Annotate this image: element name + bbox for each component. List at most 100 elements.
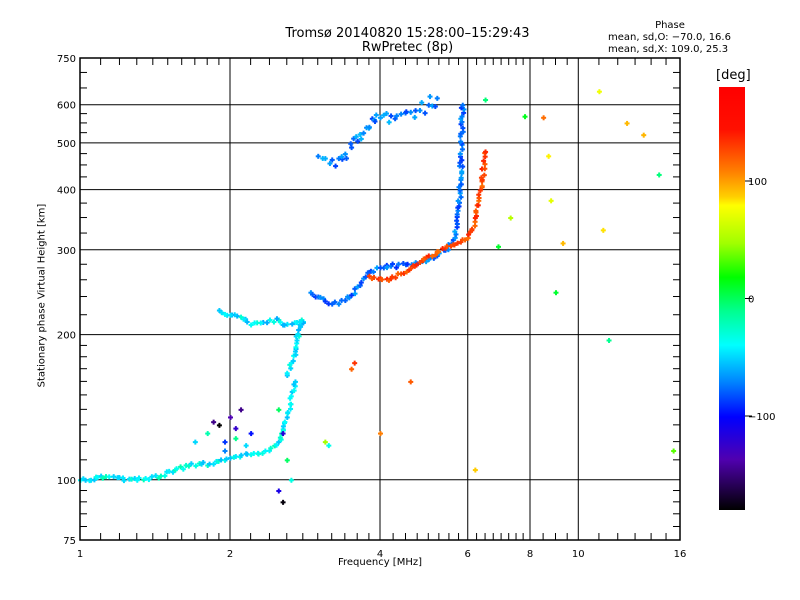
data-point bbox=[388, 263, 394, 269]
colorbar-tick-label: 100 bbox=[748, 177, 767, 188]
data-point bbox=[459, 114, 465, 120]
colorbar bbox=[719, 87, 745, 510]
data-point bbox=[276, 317, 282, 323]
data-point bbox=[454, 211, 460, 217]
data-point bbox=[358, 280, 364, 286]
data-point bbox=[460, 237, 466, 243]
data-point bbox=[458, 154, 464, 160]
data-point bbox=[288, 360, 294, 366]
data-point bbox=[233, 454, 239, 460]
data-point bbox=[326, 301, 332, 307]
data-point bbox=[458, 131, 464, 137]
data-point bbox=[205, 431, 211, 437]
data-point bbox=[408, 379, 414, 385]
data-point bbox=[459, 169, 465, 175]
data-point bbox=[406, 267, 412, 273]
data-point bbox=[327, 161, 333, 167]
data-point bbox=[248, 431, 254, 437]
data-point bbox=[346, 295, 352, 301]
data-point bbox=[483, 149, 489, 155]
data-point bbox=[333, 163, 339, 169]
data-point bbox=[280, 427, 286, 433]
data-point bbox=[111, 474, 117, 480]
data-point bbox=[481, 172, 487, 178]
data-point bbox=[379, 277, 385, 283]
data-point bbox=[219, 310, 225, 316]
data-point bbox=[522, 114, 528, 120]
data-point bbox=[288, 477, 294, 483]
data-point bbox=[120, 475, 126, 481]
data-point bbox=[671, 448, 677, 454]
data-point bbox=[284, 321, 290, 327]
data-point bbox=[473, 208, 479, 214]
data-point bbox=[444, 243, 450, 249]
data-point bbox=[106, 474, 112, 480]
data-point bbox=[349, 292, 355, 298]
data-point bbox=[355, 284, 361, 290]
data-point bbox=[417, 260, 423, 266]
data-point bbox=[560, 240, 566, 246]
data-point bbox=[469, 226, 475, 232]
data-point bbox=[546, 153, 552, 159]
data-point bbox=[162, 473, 168, 479]
data-point bbox=[361, 130, 367, 136]
data-point bbox=[297, 319, 303, 325]
data-point bbox=[322, 439, 328, 445]
data-point bbox=[432, 104, 438, 110]
data-point bbox=[451, 242, 457, 248]
data-point bbox=[472, 215, 478, 221]
data-point bbox=[461, 106, 467, 112]
data-point bbox=[243, 443, 249, 449]
data-point bbox=[237, 454, 243, 460]
data-point bbox=[412, 114, 418, 120]
data-point bbox=[393, 265, 399, 271]
data-point bbox=[460, 125, 466, 131]
data-point bbox=[403, 109, 409, 115]
data-point bbox=[274, 442, 280, 448]
data-point bbox=[454, 221, 460, 227]
data-point bbox=[296, 327, 302, 333]
data-point bbox=[419, 100, 425, 106]
data-point bbox=[413, 262, 419, 268]
data-point bbox=[455, 205, 461, 211]
data-point bbox=[200, 459, 206, 465]
data-point bbox=[426, 102, 432, 108]
data-point bbox=[238, 407, 244, 413]
x-tick-label: 2 bbox=[227, 549, 233, 560]
data-point bbox=[274, 316, 280, 322]
data-point bbox=[390, 261, 396, 267]
data-point bbox=[371, 275, 377, 281]
data-point bbox=[477, 188, 483, 194]
data-point bbox=[415, 261, 421, 267]
data-point bbox=[475, 202, 481, 208]
data-point bbox=[136, 475, 142, 481]
data-point bbox=[174, 466, 180, 472]
data-point bbox=[472, 467, 478, 473]
grid-lines bbox=[80, 58, 680, 540]
data-point bbox=[280, 499, 286, 505]
y-tick-label: 600 bbox=[57, 101, 76, 112]
data-point bbox=[258, 320, 264, 326]
data-point bbox=[372, 119, 378, 125]
data-point bbox=[458, 239, 464, 245]
phase-info-x-mode: mean, sd,X: 109.0, 25.3 bbox=[608, 44, 729, 55]
data-point bbox=[413, 108, 419, 114]
data-point bbox=[479, 166, 485, 172]
data-point bbox=[288, 365, 294, 371]
data-point bbox=[216, 458, 222, 464]
data-point bbox=[188, 461, 194, 467]
data-point bbox=[400, 261, 406, 267]
data-point bbox=[178, 464, 184, 470]
data-point bbox=[277, 319, 283, 325]
data-point bbox=[384, 276, 390, 282]
data-point bbox=[310, 292, 316, 298]
data-point bbox=[460, 102, 466, 108]
data-point bbox=[378, 431, 383, 437]
data-point bbox=[460, 164, 466, 170]
data-point bbox=[456, 184, 462, 190]
data-point bbox=[234, 313, 240, 319]
data-point bbox=[342, 298, 348, 304]
data-point bbox=[388, 113, 394, 119]
data-point bbox=[457, 190, 463, 196]
data-point bbox=[355, 138, 361, 144]
